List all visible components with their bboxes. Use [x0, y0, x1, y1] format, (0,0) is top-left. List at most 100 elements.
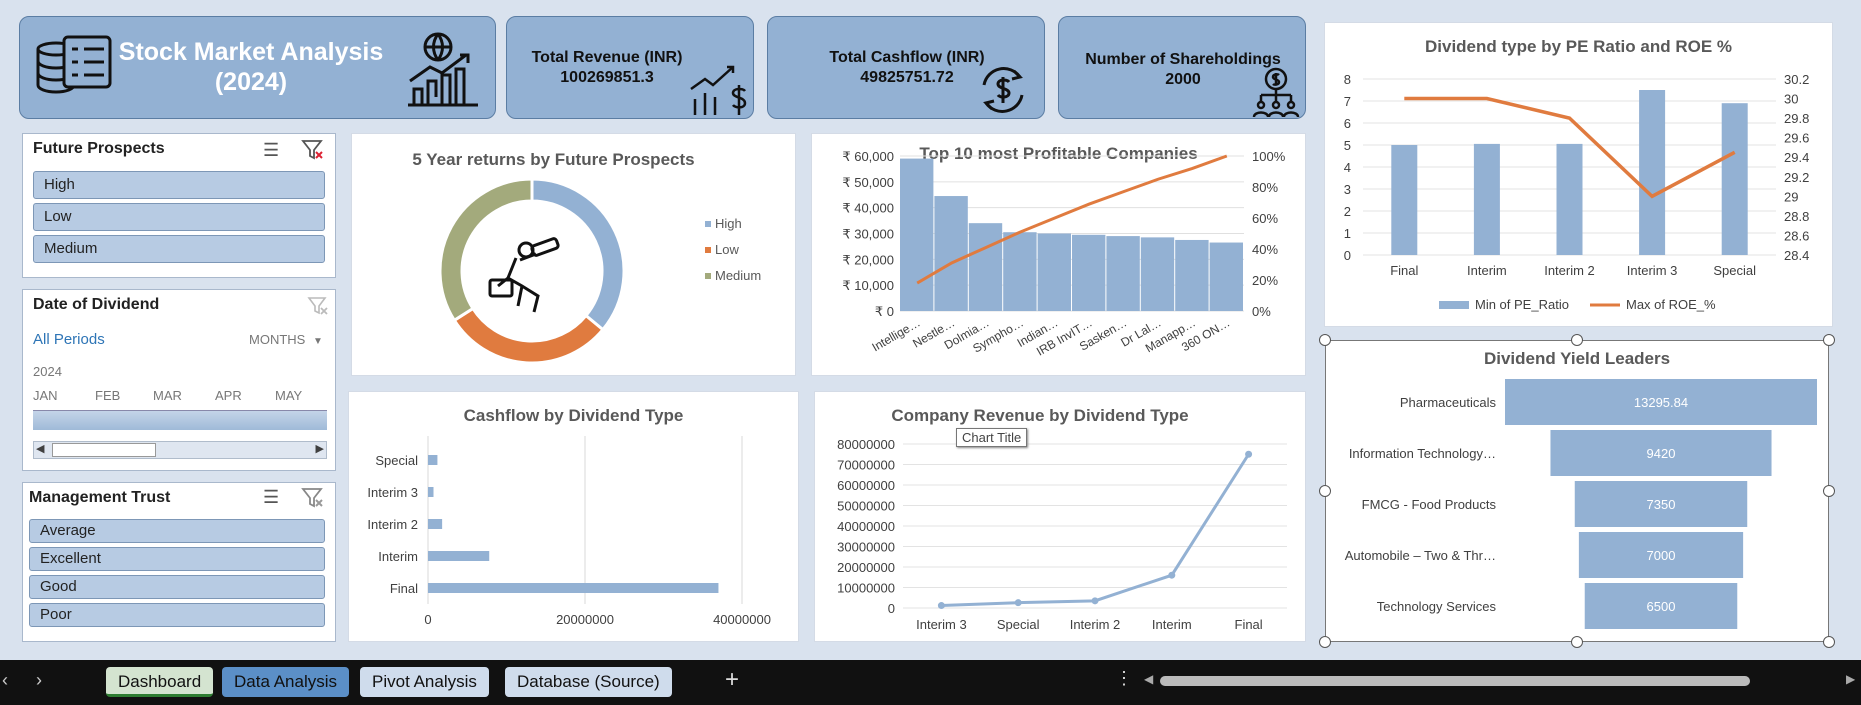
- revenue-chart-dollar-icon: [687, 59, 749, 122]
- time-level-value: MONTHS: [249, 332, 306, 347]
- hscroll-right-icon[interactable]: ▶: [1846, 672, 1856, 686]
- shareholdings-card: Number of Shareholdings 2000: [1058, 16, 1306, 119]
- more-options-icon[interactable]: ⋮: [1115, 668, 1133, 688]
- slicer-item-low[interactable]: Low: [33, 203, 325, 231]
- x-tick-label: 40000000: [713, 612, 771, 627]
- clear-filter-icon[interactable]: [301, 487, 325, 514]
- total-cashflow-label: Total Cashflow (INR): [829, 49, 985, 66]
- slicer-item-high[interactable]: High: [33, 171, 325, 199]
- y-tick-label: ₹ 40,000: [842, 201, 894, 216]
- horizontal-scroll-thumb[interactable]: [1160, 676, 1750, 686]
- y-tick-label: ₹ 60,000: [842, 149, 894, 164]
- chart-title-tooltip: Chart Title: [956, 428, 1028, 447]
- selection-handle[interactable]: [1571, 334, 1583, 346]
- database-icon: [34, 35, 114, 106]
- pareto-bar: [1003, 232, 1037, 311]
- multi-select-icon[interactable]: ☰: [263, 140, 280, 160]
- globe-growth-icon: [402, 31, 482, 116]
- y-tick-label: Interim: [378, 549, 418, 564]
- time-level-dropdown[interactable]: MONTHS ▼: [249, 332, 323, 347]
- scroll-left-icon[interactable]: ◀: [36, 443, 45, 455]
- tab-pivot-analysis[interactable]: Pivot Analysis: [360, 667, 489, 697]
- legend-label: Max of ROE_%: [1626, 297, 1716, 312]
- clear-filter-icon[interactable]: [307, 296, 329, 321]
- cashflow-bar: [428, 487, 434, 497]
- funnel-bar: [1550, 430, 1772, 476]
- tab-database-source[interactable]: Database (Source): [505, 667, 672, 697]
- selection-handle[interactable]: [1823, 636, 1835, 648]
- x-tick-label: 0: [424, 612, 431, 627]
- revenue-point: [1245, 450, 1253, 458]
- company-revenue-card: Company Revenue by Dividend Type 0 100000…: [814, 391, 1306, 642]
- timeline-period-bar[interactable]: [33, 410, 327, 430]
- funnel-category-label: FMCG - Food Products: [1362, 497, 1497, 512]
- slicer-item-medium[interactable]: Medium: [33, 235, 325, 263]
- cycle-dollar-icon: [976, 63, 1030, 122]
- horizontal-scrollbar[interactable]: [1160, 676, 1750, 686]
- y2-tick-label: 29.6: [1784, 131, 1809, 146]
- selection-handle[interactable]: [1319, 636, 1331, 648]
- y-tick-label: 10000000: [837, 581, 895, 596]
- total-cashflow-card: Total Cashflow (INR) 49825751.72: [767, 16, 1045, 119]
- y-tick-label: 30000000: [837, 540, 895, 555]
- revenue-line: [941, 453, 1250, 608]
- add-sheet-icon[interactable]: +: [725, 666, 740, 693]
- funnel-value-label: 7350: [1647, 497, 1676, 512]
- selection-handle[interactable]: [1319, 334, 1331, 346]
- selection-handle[interactable]: [1823, 485, 1835, 497]
- timeline-scroll-thumb[interactable]: [52, 443, 156, 457]
- y2-tick-label: 60%: [1252, 211, 1278, 226]
- funnel-value-label: 6500: [1647, 599, 1676, 614]
- selection-handle[interactable]: [1571, 636, 1583, 648]
- tab-scroll-right-icon[interactable]: ›: [36, 670, 42, 690]
- y2-tick-label: 80%: [1252, 180, 1278, 195]
- dividend-yield-leaders-card[interactable]: Dividend Yield Leaders 13295.84 Pharmaceu…: [1325, 340, 1829, 642]
- pe-ratio-bar: [1556, 143, 1583, 255]
- funnel-bar: [1578, 532, 1744, 578]
- y-tick-label: 3: [1344, 182, 1351, 197]
- x-tick-label: Interim 2: [1544, 263, 1595, 278]
- timeline-title: Date of Dividend: [33, 296, 160, 313]
- x-tick-label: Interim 2: [1070, 617, 1121, 632]
- tab-data-analysis[interactable]: Data Analysis: [222, 667, 349, 697]
- future-prospects-slicer: Future Prospects ☰ High Low Medium: [22, 133, 336, 278]
- dividend-pe-roe-card: Dividend type by PE Ratio and ROE % 0 1 2 3…: [1324, 22, 1833, 327]
- hscroll-left-icon[interactable]: ◀: [1144, 672, 1154, 686]
- slicer-item-average[interactable]: Average: [29, 519, 325, 543]
- y-tick-label: 8: [1344, 72, 1351, 87]
- scroll-right-icon[interactable]: ▶: [315, 443, 324, 455]
- shareholdings-label: Number of Shareholdings: [1085, 51, 1281, 68]
- y-tick-label: 50000000: [837, 499, 895, 514]
- total-revenue-card: Total Revenue (INR) 100269851.3: [506, 16, 754, 119]
- y-tick-label: 6: [1344, 116, 1351, 131]
- clear-filter-icon[interactable]: [301, 139, 325, 166]
- tab-dashboard[interactable]: Dashboard: [106, 667, 214, 697]
- funnel-value-label: 7000: [1647, 548, 1676, 563]
- tab-scroll-left-icon[interactable]: ‹: [2, 670, 8, 690]
- cashflow-bar: [428, 583, 719, 593]
- pareto-bar: [1209, 242, 1243, 311]
- y2-tick-label: 30.2: [1784, 72, 1809, 87]
- timeline-scrollbar[interactable]: ◀ ▶: [33, 441, 327, 459]
- y-tick-label: ₹ 10,000: [842, 278, 894, 293]
- total-revenue-value: 100269851.3: [560, 69, 654, 86]
- cumulative-line: [916, 154, 1228, 285]
- slicer-item-poor[interactable]: Poor: [29, 603, 325, 627]
- selection-handle[interactable]: [1319, 485, 1331, 497]
- slicer-item-good[interactable]: Good: [29, 575, 325, 599]
- y-tick-label: 20000000: [837, 560, 895, 575]
- y-tick-label: ₹ 30,000: [842, 227, 894, 242]
- shareholders-icon: [1249, 67, 1303, 124]
- slicer-item-excellent[interactable]: Excellent: [29, 547, 325, 571]
- revenue-line-chart: 0 10000000 20000000 30000000 40000000 5000000…: [837, 437, 1287, 632]
- multi-select-icon[interactable]: ☰: [263, 487, 280, 507]
- selection-handle[interactable]: [1823, 334, 1835, 346]
- funnel-bar: [1584, 583, 1738, 629]
- x-tick-label: Special: [1713, 263, 1756, 278]
- legend-label: Medium: [715, 268, 761, 283]
- y-tick-label: 60000000: [837, 478, 895, 493]
- total-cashflow-value: 49825751.72: [860, 69, 954, 86]
- revenue-point: [1168, 571, 1176, 579]
- y2-tick-label: 100%: [1252, 149, 1286, 164]
- legend-label: Low: [715, 242, 739, 257]
